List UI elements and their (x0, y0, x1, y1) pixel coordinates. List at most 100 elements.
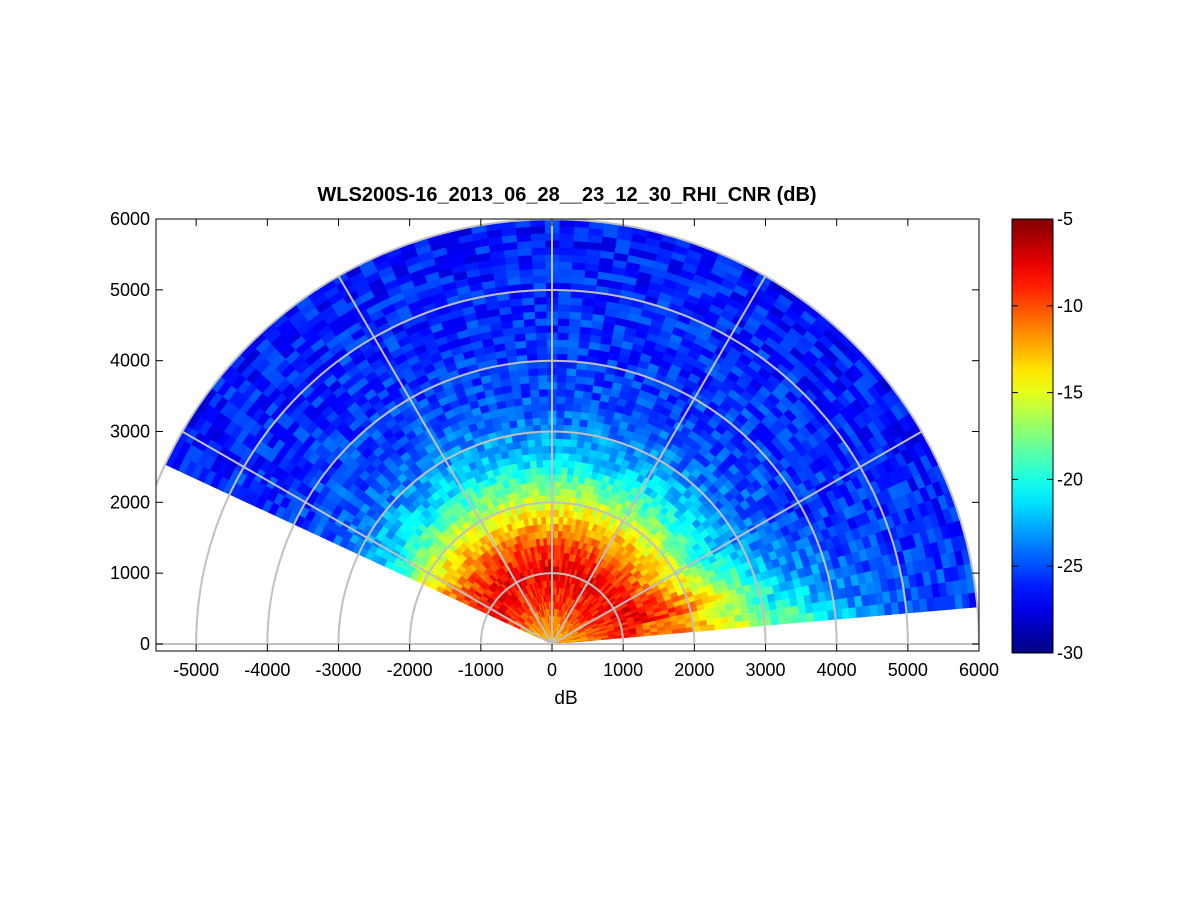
heatmap-cell (805, 611, 815, 623)
heatmap-cell (518, 375, 530, 385)
heatmap-cell (529, 396, 540, 405)
heatmap-cell (564, 488, 572, 497)
plot-area: -5000 -4000 -3000 -2000 -1000 0 1000 2000 3000 40… (110, 209, 999, 680)
heatmap-cell (519, 382, 530, 392)
heatmap-cell (563, 403, 574, 412)
heatmap-cell (530, 247, 546, 256)
heatmap-cell (545, 530, 551, 539)
heatmap-cell (521, 297, 535, 306)
heatmap-cell (572, 233, 589, 243)
heatmap-cell (556, 381, 567, 390)
heatmap-cell (554, 480, 561, 489)
colorbar-tick-label: -10 (1057, 296, 1083, 316)
x-tick-label: -4000 (244, 660, 290, 680)
heatmap-cell (564, 389, 575, 398)
cnr-heatmap (164, 219, 978, 645)
heatmap-cell (552, 565, 557, 574)
heatmap-cell (515, 233, 532, 243)
heatmap-cell (557, 303, 571, 312)
heatmap-cell (571, 410, 581, 420)
heatmap-cell (538, 488, 545, 497)
heatmap-cell (558, 516, 564, 525)
heatmap-cell (534, 324, 547, 334)
heatmap-cell (561, 452, 570, 461)
heatmap-cell (563, 410, 573, 419)
heatmap-cell (560, 473, 568, 483)
heatmap-cell (542, 459, 550, 468)
heatmap-cell (523, 325, 536, 334)
heatmap-cell (517, 368, 529, 378)
heatmap-cell (565, 381, 576, 391)
heatmap-cell (530, 232, 546, 242)
heatmap-cell (557, 296, 571, 305)
heatmap-cell (515, 226, 531, 236)
heatmap-cell (569, 297, 583, 306)
heatmap-cell (529, 389, 540, 398)
colorbar-tick-label: -20 (1057, 469, 1083, 489)
heatmap-cell (573, 460, 582, 470)
heatmap-cell (537, 374, 548, 383)
heatmap-cell (573, 389, 584, 399)
heatmap-cell (527, 367, 539, 377)
heatmap-cell (574, 382, 585, 392)
colorbar-tick-label: -15 (1057, 383, 1083, 403)
heatmap-cell (554, 466, 562, 475)
heatmap-cell (555, 395, 566, 404)
heatmap-cell (557, 317, 570, 327)
heatmap-cell (568, 318, 581, 327)
heatmap-cell (544, 509, 551, 517)
x-tick-label: 1000 (603, 660, 643, 680)
heatmap-cell (574, 453, 583, 463)
x-tick-label: 0 (547, 660, 557, 680)
heatmap-cell (556, 367, 567, 376)
heatmap-cell (566, 467, 575, 476)
y-tick-label: 4000 (110, 351, 150, 371)
heatmap-cell (784, 614, 794, 624)
x-axis-label: dB (554, 688, 577, 709)
heatmap-cell (572, 403, 582, 413)
heatmap-cell (536, 473, 544, 483)
heatmap-cell (565, 374, 576, 384)
heatmap-cell (820, 609, 829, 621)
heatmap-cell (532, 275, 546, 284)
heatmap-cell (563, 417, 573, 426)
y-tick-label: 3000 (110, 422, 150, 442)
heatmap-cell (545, 523, 551, 532)
heatmap-cell (527, 446, 536, 455)
heatmap-cell (554, 473, 562, 482)
heatmap-cell (555, 402, 565, 411)
heatmap-cell (556, 346, 568, 355)
heatmap-cell (742, 619, 751, 628)
heatmap-cell (558, 261, 573, 270)
heatmap-cell (538, 388, 548, 397)
heatmap-cell (770, 616, 780, 626)
heatmap-cell (531, 410, 541, 419)
heatmap-cell (562, 438, 571, 447)
heatmap-cell (519, 275, 534, 285)
y-tick-label: 6000 (110, 209, 150, 229)
heatmap-cell (534, 445, 543, 454)
heatmap-cell (537, 381, 548, 390)
heatmap-cell (558, 254, 573, 263)
heatmap-cell (841, 607, 851, 620)
heatmap-cell (567, 460, 575, 469)
heatmap-cell (554, 459, 562, 468)
heatmap-cell (565, 474, 574, 483)
heatmap-cell (543, 487, 550, 496)
heatmap-cell (575, 368, 587, 378)
heatmap-cell (528, 453, 537, 462)
heatmap-cell (573, 226, 589, 236)
heatmap-cell (571, 254, 587, 264)
heatmap-cell (570, 275, 585, 285)
heatmap-cell (558, 275, 572, 284)
x-tick-label: -3000 (315, 660, 361, 680)
heatmap-cell (530, 403, 541, 412)
heatmap-cell (569, 304, 583, 313)
heatmap-cell (558, 247, 574, 256)
heatmap-cell (525, 339, 537, 348)
heatmap-cell (558, 509, 565, 518)
heatmap-cell (533, 303, 547, 312)
heatmap-cell (560, 466, 568, 475)
heatmap-cell (541, 452, 550, 461)
heatmap-cell (572, 396, 583, 406)
